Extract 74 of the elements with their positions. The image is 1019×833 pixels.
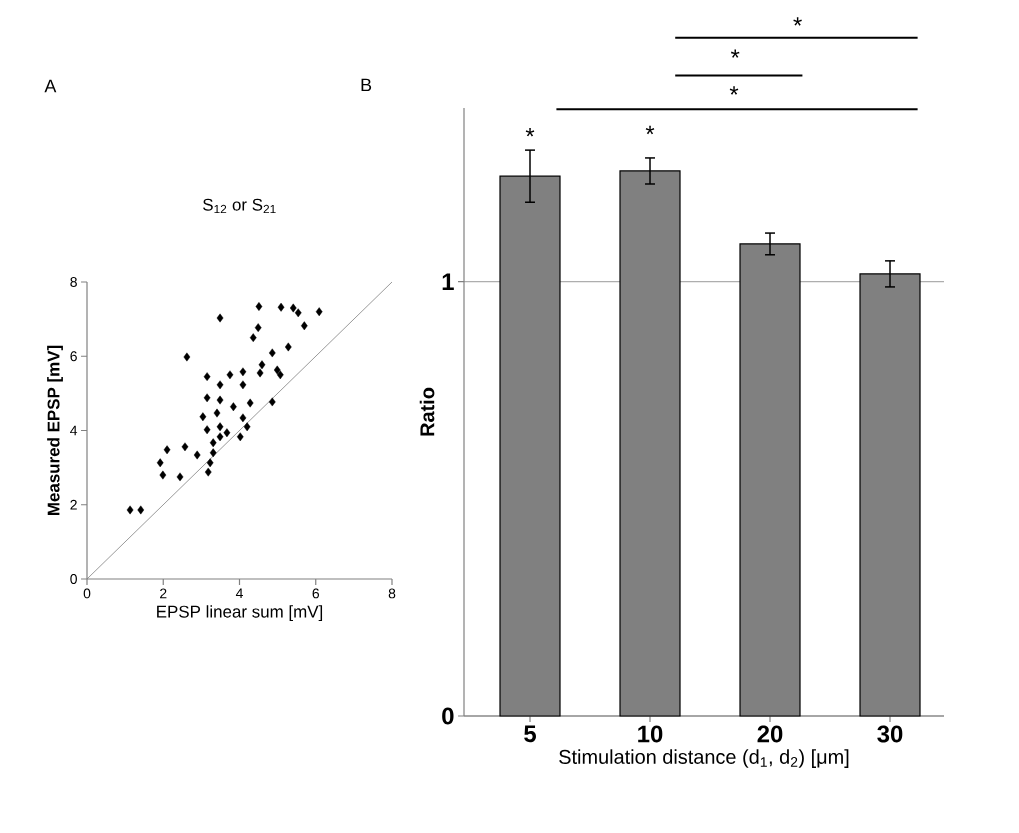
point — [216, 422, 224, 432]
point — [176, 472, 184, 482]
point — [203, 372, 211, 382]
x-tick-label: 5 — [524, 725, 536, 743]
y-axis-title: Measured EPSP [mV] — [47, 345, 63, 516]
point — [226, 370, 234, 380]
x-tick-label: 4 — [235, 588, 243, 599]
point — [246, 398, 254, 408]
point — [156, 458, 164, 468]
chart-title: S$_{12}$ or S$_{21}$ — [203, 198, 276, 214]
point — [193, 450, 201, 460]
x-tick-label: 10 — [638, 725, 663, 743]
y-tick-label: 2 — [70, 499, 77, 510]
x-axis-title: EPSP linear sum [mV] — [157, 605, 323, 621]
point — [216, 313, 224, 323]
point — [300, 321, 308, 331]
point — [126, 505, 134, 515]
y-tick-label: 8 — [70, 277, 77, 287]
point — [315, 307, 323, 317]
point — [230, 402, 237, 412]
point — [243, 422, 251, 432]
point — [256, 368, 264, 378]
point — [163, 445, 171, 455]
point — [213, 408, 221, 418]
y-tick-label: 0 — [70, 574, 77, 584]
point — [216, 395, 224, 405]
x-axis-title: Stimulation distance (d$_{1}$, d$_{2}$) [μm] — [559, 749, 849, 768]
point — [284, 342, 292, 352]
annotation: * — [525, 127, 535, 137]
point — [249, 333, 257, 343]
point — [203, 393, 211, 403]
point — [216, 380, 224, 390]
point — [268, 397, 276, 407]
point — [137, 505, 145, 515]
x-tick-label: 30 — [877, 725, 903, 743]
text: A — [44, 79, 57, 93]
text: * — [793, 17, 802, 26]
x-tick-label: 0 — [83, 588, 91, 599]
point — [268, 348, 276, 358]
point — [239, 380, 247, 390]
text: * — [730, 49, 740, 58]
point — [273, 365, 281, 375]
point — [206, 458, 214, 468]
x-tick-label: 20 — [757, 725, 783, 743]
point — [203, 425, 211, 435]
point — [276, 370, 284, 380]
x-tick-label: 6 — [312, 588, 320, 599]
point — [209, 448, 217, 458]
point — [209, 438, 217, 448]
y-axis-title: Ratio — [419, 387, 435, 436]
point — [183, 352, 191, 362]
text: * — [729, 86, 739, 95]
y-tick-label: 1 — [442, 273, 454, 290]
y-tick-label: 6 — [70, 351, 77, 362]
point — [236, 432, 244, 442]
point — [277, 302, 285, 312]
annotation: * — [645, 125, 655, 135]
point — [181, 442, 189, 452]
x-tick-label: 2 — [160, 588, 167, 599]
point — [254, 323, 262, 333]
x-tick-label: 8 — [388, 588, 396, 599]
point — [239, 367, 247, 377]
point — [159, 470, 167, 480]
point — [199, 412, 207, 422]
point — [255, 302, 263, 311]
point — [223, 428, 231, 438]
point — [289, 303, 297, 313]
point — [258, 360, 266, 370]
point — [204, 467, 212, 477]
text: B — [361, 78, 372, 92]
point — [294, 308, 302, 318]
point — [216, 432, 224, 442]
y-tick-label: 4 — [70, 425, 78, 436]
point — [239, 413, 247, 423]
